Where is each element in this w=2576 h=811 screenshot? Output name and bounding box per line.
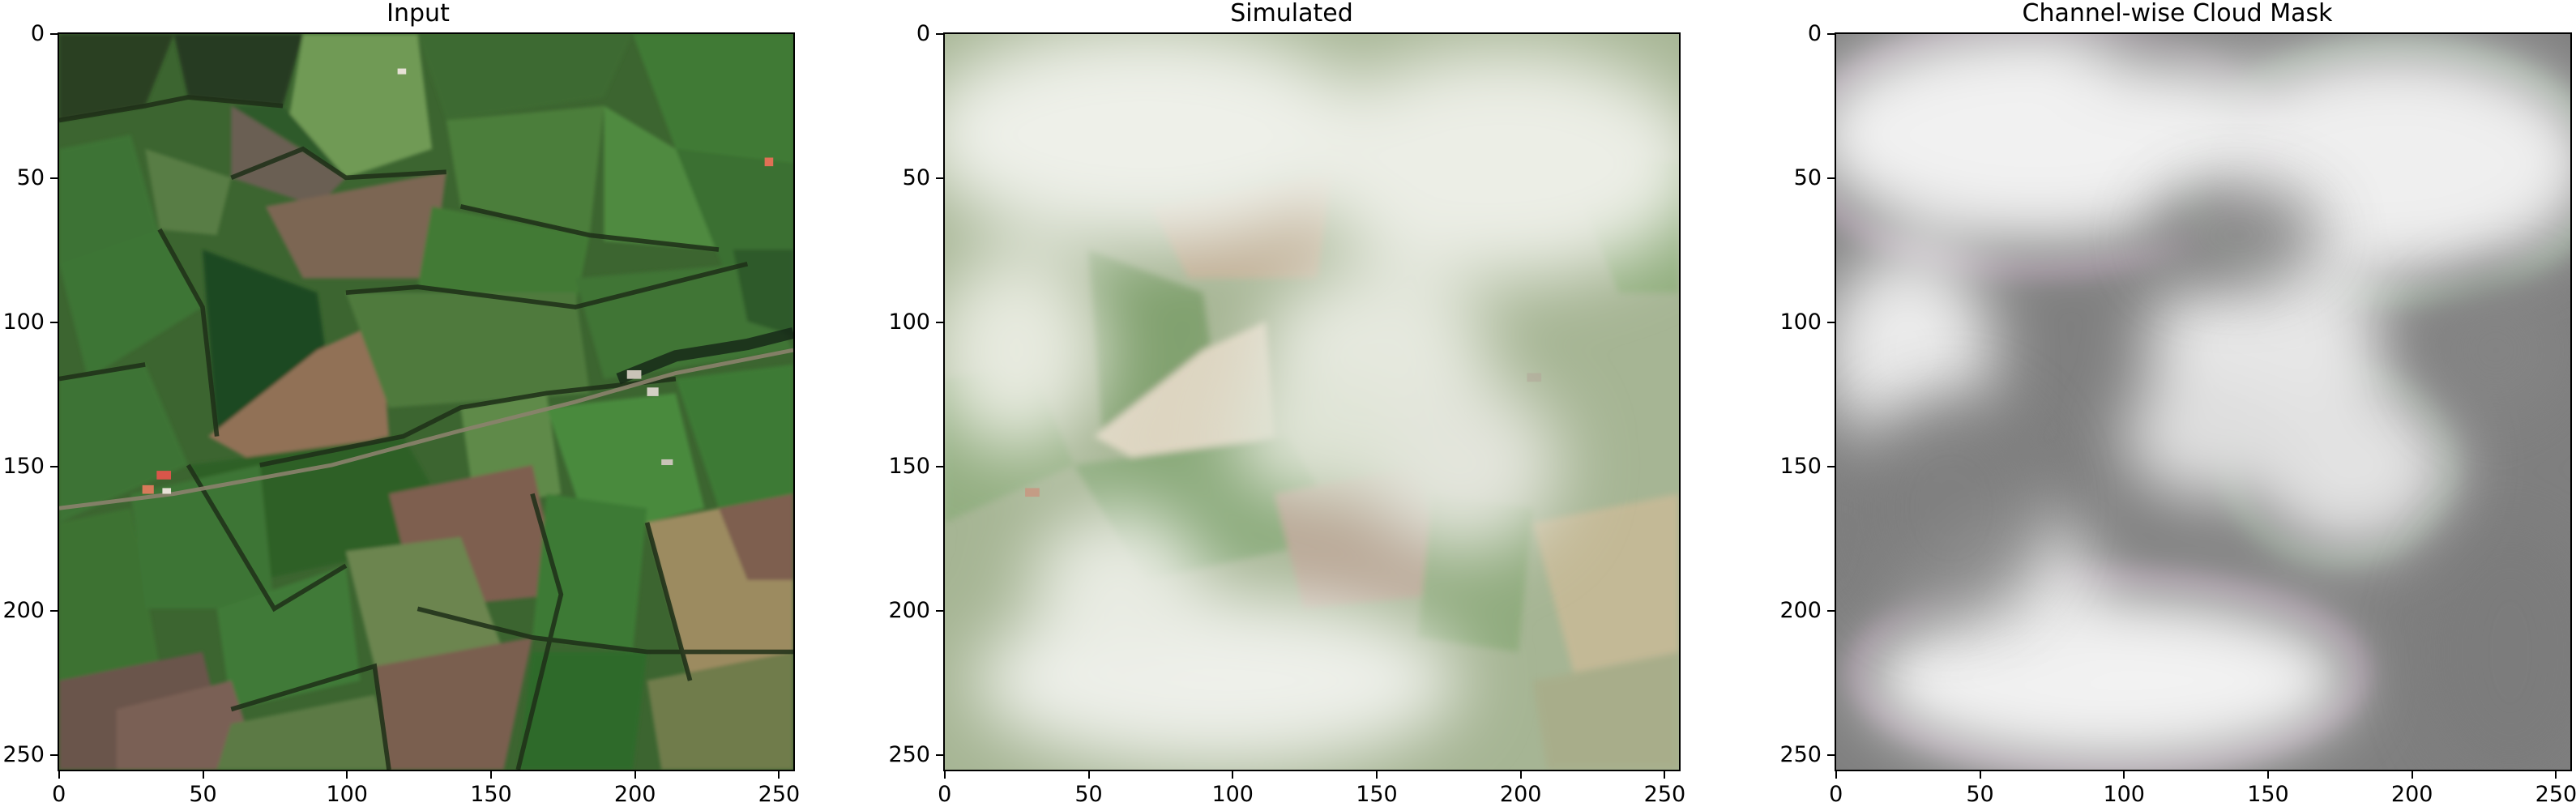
y-tick-label: 250 bbox=[2, 742, 45, 768]
panel-simulated: Simulated bbox=[886, 0, 1696, 811]
y-tick-label: 100 bbox=[888, 309, 930, 335]
mask-image-graphic bbox=[1836, 34, 2570, 770]
y-tick-label: 0 bbox=[30, 20, 45, 46]
y-tick-mark bbox=[936, 32, 943, 35]
mask-image bbox=[1835, 32, 2572, 771]
x-tick-mark bbox=[1835, 771, 1837, 779]
panel-mask: Channel-wise Cloud Mask bbox=[1771, 0, 2576, 811]
y-tick-label: 50 bbox=[16, 164, 45, 190]
y-tick-label: 150 bbox=[888, 454, 930, 480]
x-tick-label: 50 bbox=[1966, 782, 1994, 807]
x-tick-mark bbox=[1232, 771, 1234, 779]
y-tick-mark bbox=[1827, 610, 1835, 613]
y-tick-mark bbox=[50, 177, 58, 179]
x-tick-mark bbox=[634, 771, 636, 779]
x-tick-mark bbox=[2411, 771, 2413, 779]
y-tick-label: 0 bbox=[916, 20, 930, 46]
x-tick-mark bbox=[2123, 771, 2125, 779]
x-tick-label: 0 bbox=[1829, 782, 1843, 807]
y-tick-label: 200 bbox=[1779, 598, 1822, 624]
simulated-image bbox=[943, 32, 1681, 771]
y-tick-mark bbox=[936, 177, 943, 179]
y-tick-mark bbox=[50, 466, 58, 468]
simulated-image-graphic bbox=[945, 34, 1679, 770]
x-tick-mark bbox=[202, 771, 204, 779]
panel-title: Channel-wise Cloud Mask bbox=[2022, 0, 2333, 28]
x-tick-mark bbox=[2266, 771, 2269, 779]
x-tick-label: 100 bbox=[326, 782, 368, 807]
y-tick-label: 250 bbox=[888, 742, 930, 768]
input-image-graphic bbox=[59, 34, 793, 770]
y-tick-mark bbox=[50, 322, 58, 324]
y-tick-mark bbox=[936, 610, 943, 613]
y-tick-mark bbox=[1827, 322, 1835, 324]
input-image bbox=[58, 32, 795, 771]
x-tick-mark bbox=[346, 771, 348, 779]
x-tick-mark bbox=[943, 771, 946, 779]
panel-input: Input bbox=[0, 0, 810, 811]
x-tick-mark bbox=[1979, 771, 1981, 779]
y-tick-label: 200 bbox=[2, 598, 45, 624]
x-tick-label: 150 bbox=[470, 782, 512, 807]
y-tick-mark bbox=[936, 754, 943, 757]
x-tick-label: 200 bbox=[613, 782, 656, 807]
y-tick-label: 150 bbox=[2, 454, 45, 480]
y-tick-label: 50 bbox=[1793, 164, 1822, 190]
x-tick-label: 150 bbox=[2247, 782, 2289, 807]
panel-title: Simulated bbox=[1230, 0, 1353, 28]
y-tick-mark bbox=[50, 754, 58, 757]
x-tick-mark bbox=[58, 771, 60, 779]
y-tick-label: 250 bbox=[1779, 742, 1822, 768]
y-tick-label: 200 bbox=[888, 598, 930, 624]
y-tick-label: 150 bbox=[1779, 454, 1822, 480]
x-tick-mark bbox=[778, 771, 780, 779]
x-tick-label: 250 bbox=[758, 782, 801, 807]
panel-title: Input bbox=[387, 0, 450, 28]
y-tick-mark bbox=[1827, 754, 1835, 757]
y-tick-mark bbox=[1827, 32, 1835, 35]
x-tick-mark bbox=[1664, 771, 1666, 779]
x-tick-mark bbox=[1087, 771, 1090, 779]
x-tick-label: 0 bbox=[938, 782, 952, 807]
x-tick-label: 250 bbox=[1643, 782, 1686, 807]
x-tick-mark bbox=[1375, 771, 1378, 779]
x-tick-label: 0 bbox=[52, 782, 66, 807]
y-tick-label: 50 bbox=[902, 164, 930, 190]
y-tick-label: 100 bbox=[1779, 309, 1822, 335]
y-tick-label: 100 bbox=[2, 309, 45, 335]
x-tick-mark bbox=[2555, 771, 2557, 779]
x-tick-label: 200 bbox=[1499, 782, 1542, 807]
y-tick-label: 0 bbox=[1807, 20, 1822, 46]
x-tick-label: 250 bbox=[2535, 782, 2576, 807]
x-tick-label: 50 bbox=[1074, 782, 1103, 807]
x-tick-label: 150 bbox=[1356, 782, 1398, 807]
y-tick-mark bbox=[936, 466, 943, 468]
y-tick-mark bbox=[1827, 466, 1835, 468]
x-tick-mark bbox=[1519, 771, 1522, 779]
x-tick-label: 50 bbox=[189, 782, 217, 807]
y-tick-mark bbox=[1827, 177, 1835, 179]
y-tick-mark bbox=[50, 610, 58, 613]
y-tick-mark bbox=[50, 32, 58, 35]
x-tick-label: 100 bbox=[2103, 782, 2145, 807]
y-tick-mark bbox=[936, 322, 943, 324]
x-tick-label: 200 bbox=[2390, 782, 2433, 807]
x-tick-label: 100 bbox=[1211, 782, 1254, 807]
x-tick-mark bbox=[489, 771, 492, 779]
